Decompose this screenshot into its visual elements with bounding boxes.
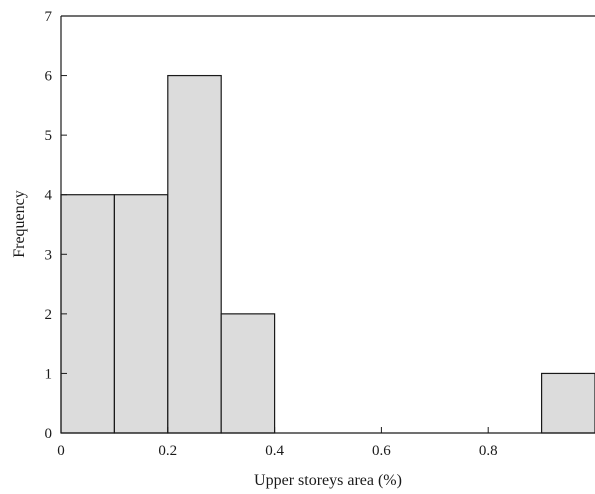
y-axis-label: Frequency xyxy=(11,190,28,258)
y-tick-label: 7 xyxy=(45,9,53,25)
y-tick-label: 6 xyxy=(45,69,53,85)
histogram-bar xyxy=(220,313,276,434)
x-tick-label: 0.6 xyxy=(372,443,391,459)
histogram-bar xyxy=(167,74,222,434)
y-tick-label: 2 xyxy=(45,307,53,323)
x-axis-label: Upper storeys area (%) xyxy=(254,472,402,489)
axes-group: 0 1 2 3 4 5 6 7 0 0.2 0.4 0.6 0.8 xyxy=(45,9,595,459)
x-tick-label: 0.2 xyxy=(158,443,177,459)
bars-group xyxy=(60,74,595,434)
y-tick-label: 0 xyxy=(45,426,53,442)
y-tick-label: 3 xyxy=(45,247,53,263)
histogram-bar xyxy=(60,194,116,434)
histogram-bar xyxy=(113,194,169,434)
histogram-bar xyxy=(540,372,595,434)
y-tick-label: 5 xyxy=(45,128,53,144)
x-tick-label: 0 xyxy=(57,443,65,459)
y-tick-label: 1 xyxy=(45,366,53,382)
x-tick-label: 0.4 xyxy=(265,443,284,459)
y-tick-label: 4 xyxy=(45,188,53,204)
x-tick-label: 0.8 xyxy=(479,443,498,459)
